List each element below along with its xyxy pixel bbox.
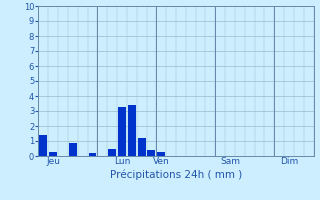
Bar: [118, 106, 126, 156]
X-axis label: Précipitations 24h ( mm ): Précipitations 24h ( mm ): [110, 169, 242, 180]
Bar: [157, 152, 165, 156]
Bar: [39, 135, 47, 156]
Bar: [128, 105, 136, 156]
Bar: [69, 142, 77, 156]
Bar: [108, 148, 116, 156]
Bar: [49, 152, 57, 156]
Bar: [148, 150, 156, 156]
Bar: [138, 138, 146, 156]
Bar: [89, 153, 96, 156]
